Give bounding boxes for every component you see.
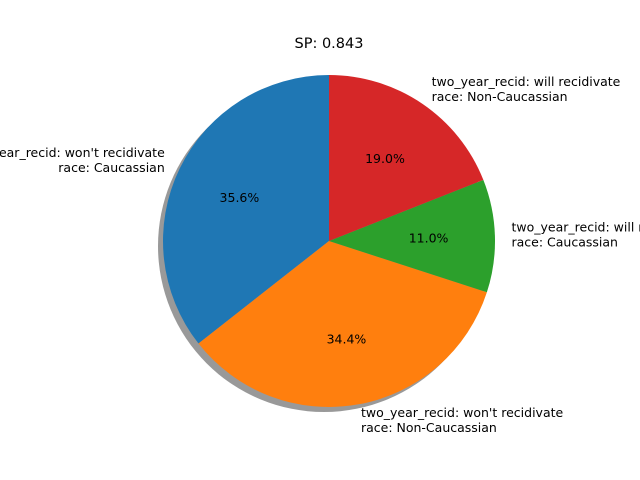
pie-slice-label-line: race: Non-Caucassian [432, 89, 568, 104]
pie-slice-label-line: two_year_recid: won't recidivate [361, 405, 564, 420]
pie-slice-label-line: race: Caucassian [512, 234, 618, 249]
pie-slice-label-line: two_year_recid: won't recidivate [0, 145, 165, 160]
chart-title: SP: 0.843 [295, 36, 364, 52]
label-layer: 35.6%two_year_recid: won't recidivaterac… [0, 74, 640, 435]
pie-layer [158, 75, 496, 412]
pie-slice-0 [163, 75, 329, 344]
pie-slice-2 [329, 179, 496, 293]
pie-slice-label-line: two_year_recid: will recidivate [432, 74, 621, 89]
pie-slice-pct-label-1: 34.4% [327, 332, 367, 347]
pie-slice-label-line: race: Caucassian [58, 160, 164, 175]
pie-slice-label-line: race: Non-Caucassian [361, 420, 497, 435]
pie-slice-pct-label-2: 11.0% [409, 230, 449, 245]
pie-slice-3 [329, 75, 484, 241]
pie-slice-1 [198, 241, 487, 407]
pie-slice-pct-label-3: 19.0% [365, 151, 405, 166]
pie-slice-pct-label-0: 35.6% [220, 190, 260, 205]
pie-slice-label-line: two_year_recid: will recidivate [512, 219, 640, 234]
